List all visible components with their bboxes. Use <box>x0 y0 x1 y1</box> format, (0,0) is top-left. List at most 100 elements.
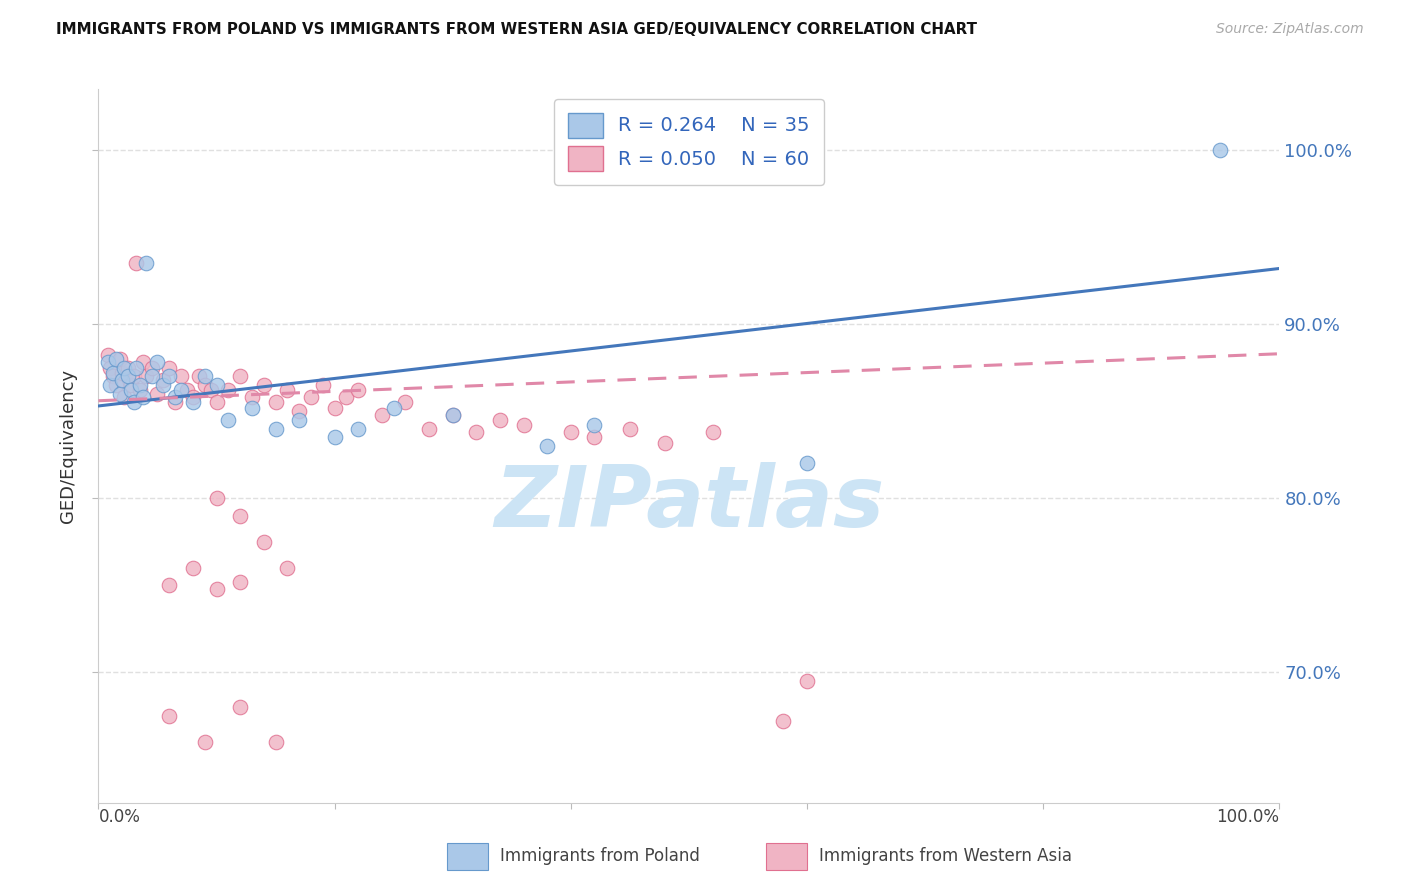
Point <box>205 582 228 596</box>
Point <box>240 390 263 404</box>
Point <box>394 395 416 409</box>
Point <box>117 369 139 384</box>
Point <box>288 413 311 427</box>
Point <box>465 425 488 439</box>
Point <box>122 369 145 384</box>
Point <box>170 384 193 398</box>
Point <box>157 369 180 384</box>
Point <box>441 408 464 422</box>
Point <box>194 369 217 384</box>
Point <box>371 408 394 422</box>
Point <box>229 700 252 714</box>
Point <box>128 384 150 398</box>
Point <box>170 369 193 384</box>
Point <box>264 735 287 749</box>
Point <box>583 430 606 444</box>
Point <box>441 408 464 422</box>
Point <box>181 561 204 575</box>
Point <box>253 534 276 549</box>
Point <box>98 360 121 375</box>
Point <box>132 390 155 404</box>
Point <box>702 425 724 439</box>
Point <box>323 430 346 444</box>
Point <box>536 439 558 453</box>
Point <box>229 369 252 384</box>
Point <box>101 366 124 380</box>
Point <box>229 508 252 523</box>
FancyBboxPatch shape <box>766 843 807 870</box>
Point <box>418 421 440 435</box>
Text: Source: ZipAtlas.com: Source: ZipAtlas.com <box>1216 22 1364 37</box>
Point <box>97 349 120 363</box>
Point <box>619 421 641 435</box>
Point <box>125 360 148 375</box>
Point <box>240 401 263 415</box>
Point <box>152 378 174 392</box>
Point <box>217 413 239 427</box>
Point <box>108 386 131 401</box>
Point <box>97 355 120 369</box>
Y-axis label: GED/Equivalency: GED/Equivalency <box>59 369 77 523</box>
Point <box>141 360 163 375</box>
Text: Immigrants from Poland: Immigrants from Poland <box>501 847 700 865</box>
Point <box>125 256 148 270</box>
Point <box>135 256 157 270</box>
Point <box>205 378 228 392</box>
Point <box>288 404 311 418</box>
Point <box>253 378 276 392</box>
Point <box>157 578 180 592</box>
Point <box>132 355 155 369</box>
Point <box>108 351 131 366</box>
Point <box>117 360 139 375</box>
Point <box>165 395 187 409</box>
Point <box>112 390 135 404</box>
Text: IMMIGRANTS FROM POLAND VS IMMIGRANTS FROM WESTERN ASIA GED/EQUIVALENCY CORRELATI: IMMIGRANTS FROM POLAND VS IMMIGRANTS FRO… <box>56 22 977 37</box>
Point <box>181 390 204 404</box>
Point <box>105 378 128 392</box>
Point <box>111 373 134 387</box>
Point <box>122 395 145 409</box>
Point <box>200 384 222 398</box>
Point <box>512 418 534 433</box>
Point <box>796 457 818 471</box>
Point <box>347 384 370 398</box>
Point <box>98 378 121 392</box>
Text: 0.0%: 0.0% <box>98 808 141 826</box>
Point <box>141 369 163 384</box>
Legend: R = 0.264    N = 35, R = 0.050    N = 60: R = 0.264 N = 35, R = 0.050 N = 60 <box>554 99 824 185</box>
Point <box>146 386 169 401</box>
Point <box>135 369 157 384</box>
Point <box>157 708 180 723</box>
Point <box>299 390 322 404</box>
Point <box>312 378 335 392</box>
Point <box>1209 143 1232 157</box>
Point <box>205 491 228 506</box>
Point <box>264 395 287 409</box>
Point <box>101 369 124 384</box>
Text: Immigrants from Western Asia: Immigrants from Western Asia <box>818 847 1071 865</box>
Point <box>121 384 143 398</box>
Point <box>489 413 512 427</box>
Point <box>105 351 128 366</box>
Point <box>347 421 370 435</box>
Point <box>111 366 134 380</box>
Point <box>796 673 818 688</box>
Point <box>382 401 405 415</box>
Point <box>121 378 143 392</box>
Point <box>560 425 582 439</box>
Point <box>583 418 606 433</box>
Text: ZIPatlas: ZIPatlas <box>494 461 884 545</box>
Point <box>772 714 794 728</box>
Point <box>654 435 676 450</box>
FancyBboxPatch shape <box>447 843 488 870</box>
Point <box>264 421 287 435</box>
Point <box>217 384 239 398</box>
Text: 100.0%: 100.0% <box>1216 808 1279 826</box>
Point <box>152 373 174 387</box>
Point <box>205 395 228 409</box>
Point <box>229 574 252 589</box>
Point <box>128 378 150 392</box>
Point <box>112 360 135 375</box>
Point <box>165 390 187 404</box>
Point <box>194 378 217 392</box>
